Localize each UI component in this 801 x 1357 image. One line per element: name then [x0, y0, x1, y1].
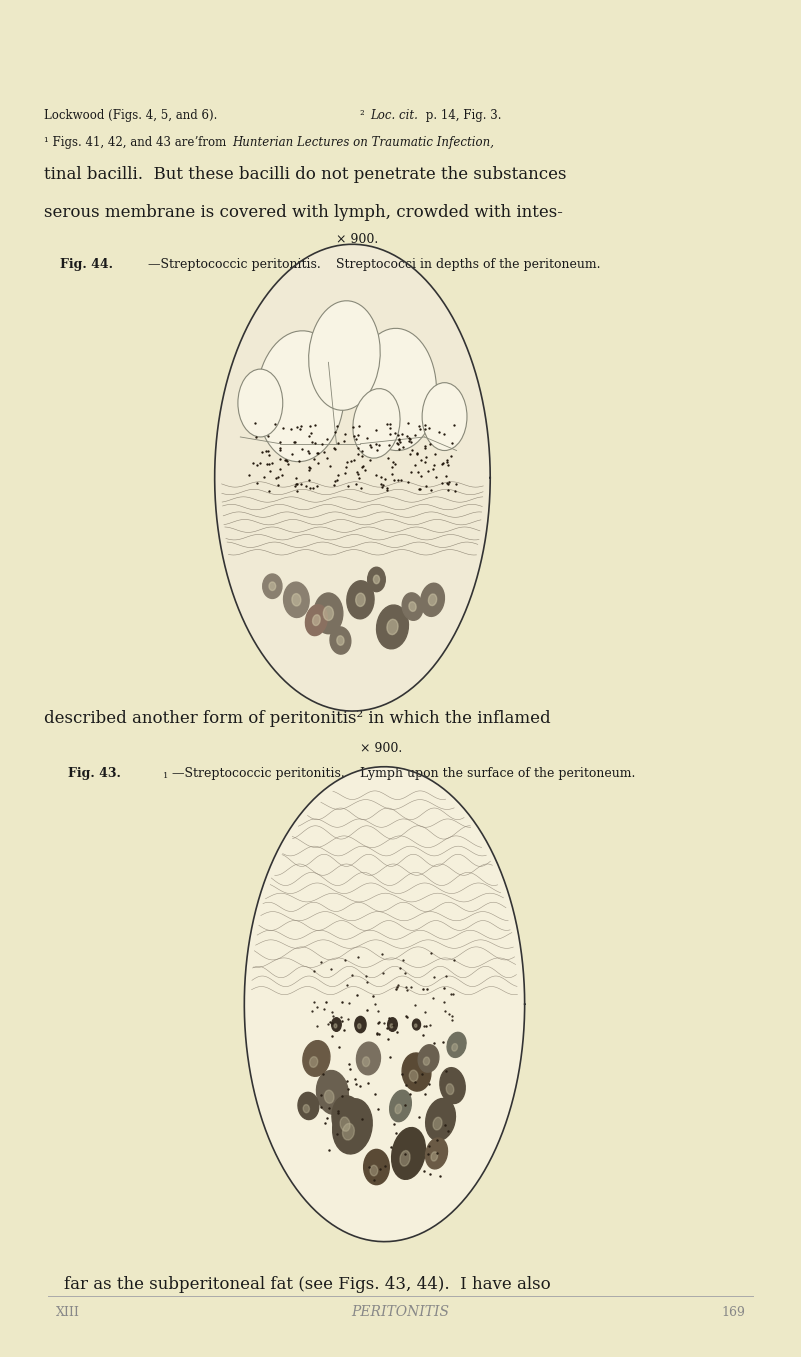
Ellipse shape — [392, 1128, 425, 1179]
Text: described another form of peritonitis² in which the inflamed: described another form of peritonitis² i… — [44, 710, 550, 727]
Ellipse shape — [368, 567, 385, 592]
Text: serous membrane is covered with lymph, crowded with intes-: serous membrane is covered with lymph, c… — [44, 204, 563, 221]
Ellipse shape — [308, 301, 380, 410]
Ellipse shape — [334, 1025, 337, 1029]
Text: 169: 169 — [721, 1305, 745, 1319]
Ellipse shape — [263, 574, 282, 598]
Text: × 900.: × 900. — [360, 742, 403, 756]
Ellipse shape — [316, 1071, 348, 1114]
Ellipse shape — [447, 1033, 466, 1057]
Ellipse shape — [357, 1023, 361, 1029]
Ellipse shape — [314, 593, 343, 634]
Ellipse shape — [418, 1045, 439, 1072]
Ellipse shape — [340, 1117, 350, 1132]
Ellipse shape — [422, 383, 467, 451]
Ellipse shape — [305, 605, 328, 635]
Ellipse shape — [446, 1084, 454, 1095]
Ellipse shape — [310, 1057, 318, 1068]
Text: —Streptococcic peritonitis.: —Streptococcic peritonitis. — [148, 258, 321, 271]
Text: p. 14, Fig. 3.: p. 14, Fig. 3. — [422, 109, 501, 122]
Ellipse shape — [415, 1025, 417, 1027]
Ellipse shape — [433, 1117, 442, 1130]
Polygon shape — [244, 767, 525, 1242]
Ellipse shape — [284, 582, 309, 617]
Text: ²: ² — [360, 109, 369, 122]
Ellipse shape — [363, 1057, 369, 1067]
Ellipse shape — [389, 1090, 412, 1122]
Ellipse shape — [425, 1098, 456, 1141]
Ellipse shape — [238, 369, 283, 437]
Text: tinal bacilli.  But these bacilli do not penetrate the substances: tinal bacilli. But these bacilli do not … — [44, 166, 566, 183]
Text: Lockwood (Figs. 4, 5, and 6).: Lockwood (Figs. 4, 5, and 6). — [44, 109, 217, 122]
Ellipse shape — [370, 1166, 378, 1175]
Text: XIII: XIII — [56, 1305, 80, 1319]
Ellipse shape — [373, 575, 380, 584]
Ellipse shape — [312, 615, 320, 626]
Ellipse shape — [388, 1018, 397, 1031]
Ellipse shape — [356, 328, 437, 451]
Ellipse shape — [424, 1057, 429, 1065]
Ellipse shape — [395, 1105, 401, 1114]
Ellipse shape — [452, 1044, 457, 1052]
Ellipse shape — [332, 1099, 372, 1153]
Ellipse shape — [440, 1068, 465, 1103]
Ellipse shape — [343, 1124, 354, 1140]
Ellipse shape — [376, 605, 409, 649]
Ellipse shape — [364, 1149, 389, 1185]
Text: Lymph upon the surface of the peritoneum.: Lymph upon the surface of the peritoneum… — [360, 767, 636, 780]
Ellipse shape — [353, 388, 400, 459]
Ellipse shape — [332, 1095, 365, 1144]
Ellipse shape — [429, 594, 437, 605]
Ellipse shape — [431, 1152, 437, 1162]
Ellipse shape — [356, 593, 365, 607]
Ellipse shape — [390, 1025, 393, 1029]
Text: PERITONITIS: PERITONITIS — [352, 1305, 449, 1319]
Ellipse shape — [304, 1105, 309, 1113]
Ellipse shape — [409, 1071, 418, 1082]
Ellipse shape — [303, 1041, 330, 1076]
Text: Loc. cit.: Loc. cit. — [370, 109, 418, 122]
Ellipse shape — [387, 619, 398, 635]
Ellipse shape — [269, 582, 276, 590]
Ellipse shape — [336, 635, 344, 646]
Text: Hunterian Lectures on Traumatic Infection,: Hunterian Lectures on Traumatic Infectio… — [232, 136, 494, 149]
Ellipse shape — [356, 1042, 380, 1075]
Text: × 900.: × 900. — [336, 233, 379, 247]
Ellipse shape — [402, 1053, 431, 1091]
Ellipse shape — [332, 1018, 341, 1031]
Ellipse shape — [330, 627, 351, 654]
Text: Fig. 44.: Fig. 44. — [60, 258, 113, 271]
Ellipse shape — [400, 1151, 410, 1166]
Ellipse shape — [425, 1139, 448, 1168]
Text: ¹ Figs. 41, 42, and 43 areʼfrom: ¹ Figs. 41, 42, and 43 areʼfrom — [44, 136, 230, 149]
Ellipse shape — [421, 584, 445, 616]
Ellipse shape — [256, 331, 344, 461]
Ellipse shape — [298, 1092, 319, 1120]
Ellipse shape — [292, 593, 301, 607]
Polygon shape — [215, 244, 490, 711]
Ellipse shape — [355, 1016, 366, 1033]
Ellipse shape — [324, 1090, 334, 1103]
Text: Streptococci in depths of the peritoneum.: Streptococci in depths of the peritoneum… — [336, 258, 601, 271]
Text: —Streptococcic peritonitis.: —Streptococcic peritonitis. — [172, 767, 345, 780]
Ellipse shape — [409, 601, 417, 612]
Text: Fig. 43.: Fig. 43. — [68, 767, 121, 780]
Text: 1: 1 — [163, 772, 168, 780]
Ellipse shape — [347, 581, 374, 619]
Text: far as the subperitoneal fat (see Figs. 43, 44).  I have also: far as the subperitoneal fat (see Figs. … — [64, 1276, 551, 1293]
Ellipse shape — [324, 607, 333, 620]
Ellipse shape — [413, 1019, 421, 1030]
Ellipse shape — [402, 593, 423, 620]
